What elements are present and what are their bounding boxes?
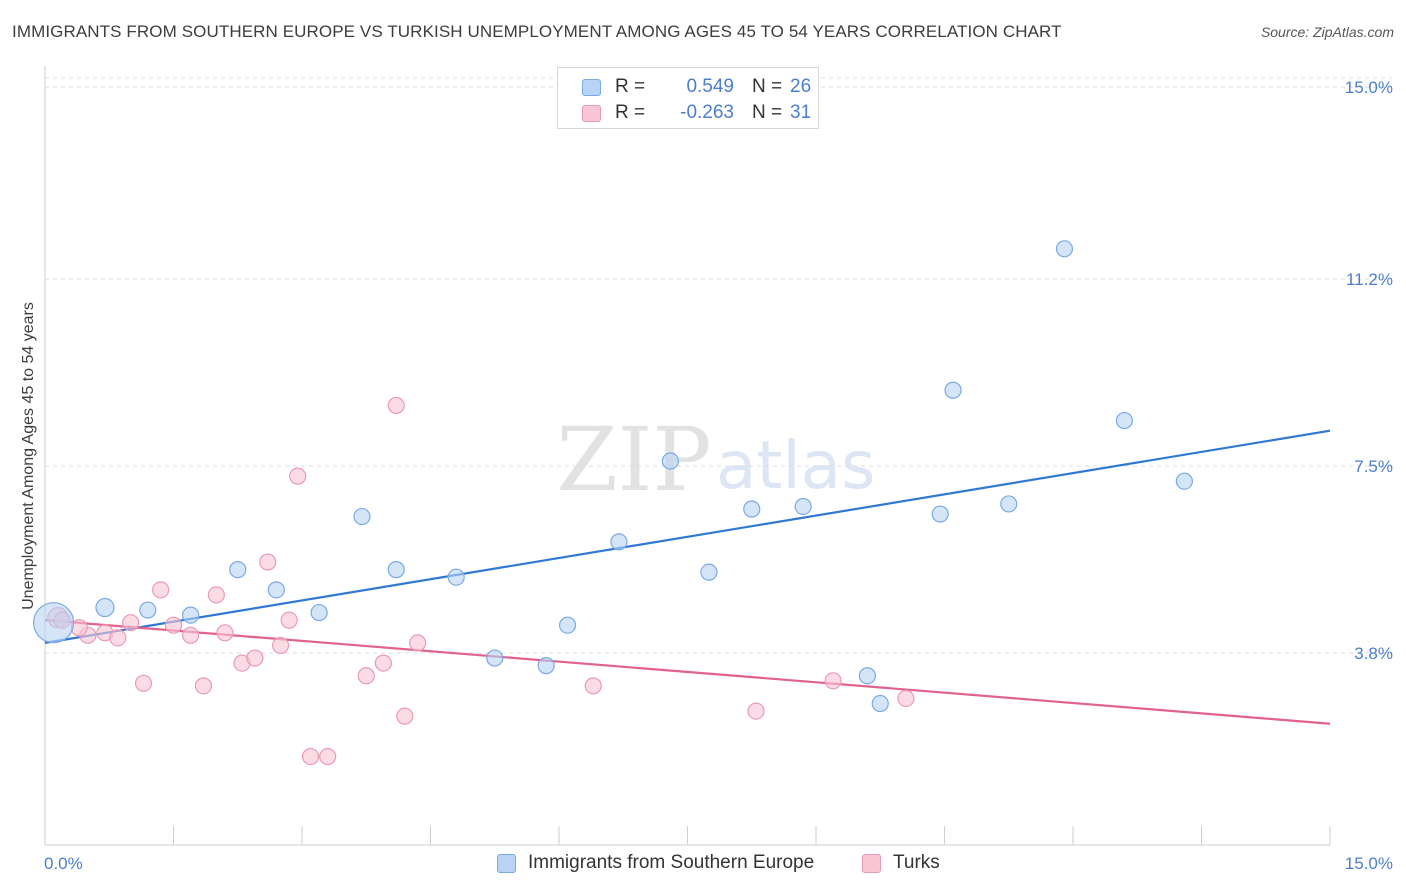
point-southern-europe[interactable] (871, 694, 889, 713)
point-southern-europe[interactable] (1115, 411, 1134, 430)
legend-n-value: 26 (790, 76, 812, 97)
point-turks[interactable] (109, 629, 127, 647)
point-turks[interactable] (164, 616, 183, 634)
source-label: Source: ZipAtlas.com (1260, 24, 1394, 40)
point-turks[interactable] (409, 634, 427, 652)
legend-row-series2: R = -0.263 N = 31 (582, 101, 811, 125)
point-turks[interactable] (246, 649, 264, 667)
point-turks[interactable] (194, 677, 213, 695)
legend-swatch-series1 (582, 78, 601, 96)
point-turks[interactable] (897, 689, 915, 708)
point-turks[interactable] (271, 636, 290, 655)
legend-swatch-southern-europe (497, 853, 516, 873)
point-southern-europe[interactable] (387, 561, 405, 579)
point-southern-europe[interactable] (139, 601, 157, 619)
point-turks[interactable] (259, 553, 277, 571)
point-southern-europe[interactable] (182, 606, 200, 624)
watermark-zip: ZIP (556, 408, 711, 511)
point-southern-europe[interactable] (661, 452, 679, 470)
point-southern-europe[interactable] (310, 603, 328, 622)
point-turks[interactable] (357, 667, 375, 685)
point-southern-europe[interactable] (1055, 240, 1074, 258)
legend-r-label: R = (615, 76, 646, 97)
point-turks[interactable] (280, 611, 298, 629)
point-turks[interactable] (396, 707, 414, 725)
point-southern-europe[interactable] (447, 568, 465, 586)
point-turks[interactable] (182, 626, 200, 644)
point-turks[interactable] (289, 467, 307, 485)
data-points (32, 240, 1193, 766)
y-tick-label: 7.5% (1354, 457, 1393, 476)
trend-line-2 (44, 619, 1331, 725)
axes (44, 66, 1331, 846)
point-southern-europe[interactable] (700, 563, 718, 581)
chart-title: IMMIGRANTS FROM SOUTHERN EUROPE VS TURKI… (12, 22, 1062, 41)
point-southern-europe[interactable] (794, 497, 812, 516)
point-southern-europe[interactable] (229, 561, 247, 579)
legend-label-southern-europe: Immigrants from Southern Europe (528, 852, 815, 873)
point-turks[interactable] (387, 396, 405, 415)
watermark-atlas: atlas (716, 427, 876, 504)
legend-r-value: 0.549 (686, 76, 734, 97)
point-southern-europe[interactable] (486, 649, 504, 667)
point-turks[interactable] (824, 672, 842, 690)
point-turks[interactable] (301, 747, 320, 766)
point-southern-europe[interactable] (267, 581, 285, 599)
point-southern-europe[interactable] (858, 667, 877, 685)
y-tick-label: 11.2% (1346, 270, 1393, 289)
point-turks[interactable] (134, 674, 153, 692)
trend-line-1 (44, 429, 1331, 644)
y-tick-label: 3.8% (1354, 644, 1393, 663)
point-southern-europe[interactable] (558, 616, 577, 634)
x-tick-label-min: 0.0% (44, 854, 83, 873)
legend-item-turks[interactable]: Turks (862, 852, 940, 874)
legend-n-value: 31 (790, 102, 812, 123)
point-southern-europe[interactable] (537, 657, 555, 675)
legend-n-label: N = (752, 102, 783, 123)
point-southern-europe[interactable] (95, 597, 115, 618)
point-southern-europe[interactable] (931, 505, 949, 523)
point-turks[interactable] (122, 614, 140, 632)
legend-label-turks: Turks (893, 852, 940, 873)
point-southern-europe[interactable] (610, 533, 628, 551)
correlation-legend: R = 0.549 N = 26 R = -0.263 N = 31 (557, 67, 819, 129)
point-southern-europe[interactable] (32, 602, 75, 644)
x-tick-label-max: 15.0% (1345, 854, 1393, 873)
legend-r-value: -0.263 (680, 102, 734, 123)
point-southern-europe[interactable] (743, 500, 761, 518)
point-southern-europe[interactable] (944, 381, 962, 399)
legend-r-label: R = (615, 102, 646, 123)
y-tick-label: 15.0% (1345, 78, 1393, 97)
tick-labels: 3.8% 7.5% 11.2% 15.0% 0.0% 15.0% (44, 78, 1393, 873)
legend-item-southern-europe[interactable]: Immigrants from Southern Europe (497, 852, 814, 874)
trend-lines (44, 429, 1331, 725)
point-turks[interactable] (747, 702, 765, 720)
point-southern-europe[interactable] (353, 507, 371, 526)
point-turks[interactable] (319, 747, 337, 766)
grid-lines (45, 77, 1392, 654)
point-turks[interactable] (584, 677, 602, 695)
point-southern-europe[interactable] (1175, 472, 1193, 490)
series-legend: Immigrants from Southern Europe Turks (0, 852, 1406, 876)
point-turks[interactable] (207, 586, 225, 604)
legend-row-series1: R = 0.549 N = 26 (582, 75, 811, 99)
point-turks[interactable] (374, 654, 392, 672)
point-turks[interactable] (216, 624, 234, 642)
point-turks[interactable] (152, 581, 170, 599)
legend-swatch-turks (862, 853, 881, 873)
point-southern-europe[interactable] (1000, 495, 1018, 513)
legend-n-label: N = (752, 76, 783, 97)
legend-swatch-series2 (582, 104, 601, 122)
